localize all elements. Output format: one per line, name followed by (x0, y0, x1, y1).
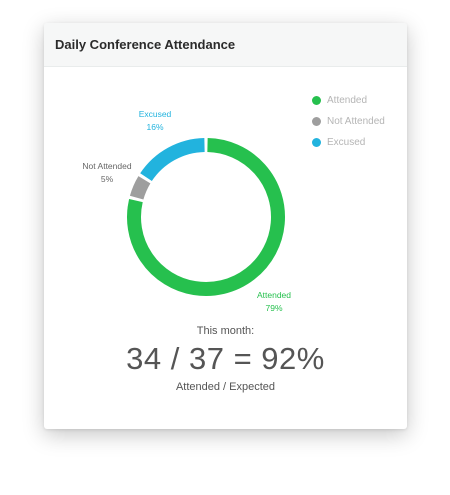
legend-label-not-attended: Not Attended (327, 116, 385, 127)
donut-slice-excused[interactable] (140, 138, 205, 182)
slice-label-not-attended: Not Attended (82, 161, 131, 171)
summary-heading: This month: (196, 325, 255, 337)
card-title: Daily Conference Attendance (55, 37, 236, 52)
legend-label-attended: Attended (327, 95, 368, 106)
donut-slice-not-attended[interactable] (129, 176, 151, 200)
legend-label-excused: Excused (327, 137, 366, 148)
card-header: Daily Conference Attendance (44, 23, 407, 67)
chart-legend: Attended Not Attended Excused (312, 90, 385, 153)
slice-value-attended: 79% (265, 303, 282, 313)
slice-label-excused: Excused (139, 109, 172, 119)
legend-item-attended[interactable]: Attended (312, 90, 385, 111)
attendance-summary: This month: 34 / 37 = 92% Attended / Exp… (44, 325, 407, 393)
slice-value-excused: 16% (146, 122, 163, 132)
slice-value-not-attended: 5% (101, 174, 114, 184)
donut-chart: Attended 79% Not Attended 5% Excused 16% (82, 109, 291, 313)
legend-item-not-attended[interactable]: Not Attended (312, 111, 385, 132)
donut-slice-attended[interactable] (127, 138, 285, 296)
summary-value: 34 / 37 = 92% (126, 341, 325, 376)
attendance-card: Daily Conference Attendance Attended 79% N… (44, 23, 407, 429)
legend-dot-excused (312, 138, 321, 147)
legend-item-excused[interactable]: Excused (312, 132, 385, 153)
summary-caption: Attended / Expected (175, 381, 276, 393)
slice-label-attended: Attended (257, 290, 291, 300)
legend-dot-attended (312, 96, 321, 105)
legend-dot-not-attended (312, 117, 321, 126)
